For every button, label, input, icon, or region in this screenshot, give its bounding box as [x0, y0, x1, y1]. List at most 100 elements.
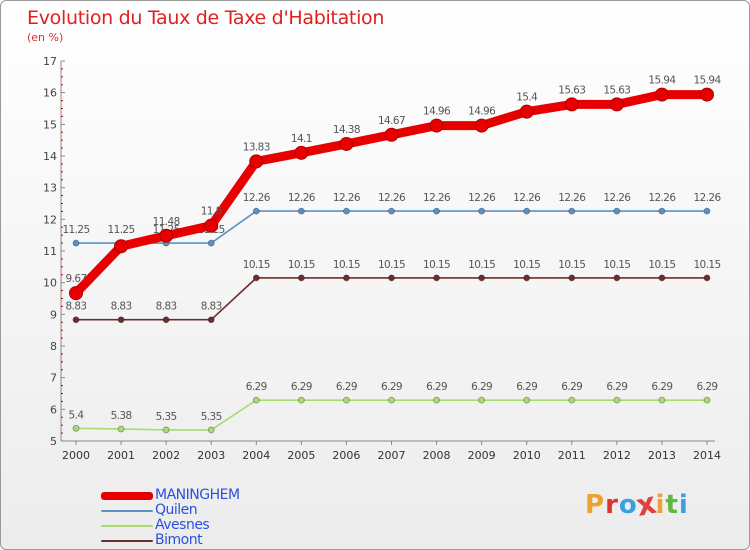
data-point-quilen	[433, 207, 440, 215]
data-label-avesnes: 5.38	[111, 410, 132, 422]
data-label-quilen: 12.26	[468, 192, 496, 204]
data-label-quilen: 12.26	[558, 192, 586, 204]
data-point-maninghem	[654, 87, 669, 102]
data-label-bimont: 10.15	[513, 259, 540, 271]
data-label-bimont: 10.15	[333, 259, 360, 271]
data-point-quilen	[388, 207, 395, 215]
legend-swatch-bimont	[101, 539, 153, 542]
legend-label-maninghem: MANINGHEM	[155, 487, 240, 503]
legend-label-avesnes: Avesnes	[155, 517, 210, 533]
logo-letter: r	[605, 490, 619, 520]
x-tick-label: 2004	[242, 449, 270, 462]
logo-letter: P	[585, 490, 606, 520]
data-point-bimont	[162, 316, 170, 324]
data-label-bimont: 10.15	[468, 259, 495, 271]
data-label-maninghem: 13.83	[243, 141, 270, 153]
data-point-quilen	[72, 239, 80, 247]
data-point-bimont	[343, 274, 350, 282]
data-point-avesnes	[523, 396, 531, 404]
data-label-avesnes: 6.29	[651, 381, 672, 393]
data-point-avesnes	[433, 396, 440, 404]
data-point-avesnes	[478, 396, 486, 404]
logo-letter: i	[655, 490, 666, 520]
data-label-avesnes: 6.29	[336, 381, 357, 393]
y-tick-label: 12	[43, 213, 57, 226]
legend-swatch-avesnes	[101, 524, 153, 527]
data-point-maninghem	[204, 218, 219, 233]
data-label-maninghem: 15.94	[648, 75, 676, 87]
data-label-avesnes: 6.29	[516, 381, 537, 393]
y-tick-label: 13	[43, 182, 57, 195]
y-tick-label: 6	[50, 403, 57, 416]
data-point-quilen	[658, 207, 666, 215]
y-tick-label: 11	[43, 245, 57, 258]
x-tick-label: 2014	[693, 449, 721, 462]
data-label-quilen: 12.26	[378, 192, 406, 204]
data-point-avesnes	[703, 396, 711, 404]
data-label-bimont: 10.15	[558, 259, 585, 271]
legend-item-maninghem: MANINGHEM	[101, 488, 240, 503]
data-point-avesnes	[297, 396, 305, 404]
data-point-bimont	[297, 274, 305, 282]
data-point-quilen	[207, 239, 215, 247]
y-tick-label: 15	[43, 118, 57, 131]
data-label-avesnes: 6.29	[246, 381, 267, 393]
data-label-avesnes: 6.29	[606, 381, 627, 393]
data-point-bimont	[568, 274, 576, 282]
data-point-avesnes	[207, 426, 215, 434]
data-label-quilen: 12.26	[513, 192, 541, 204]
y-tick-label: 8	[50, 340, 57, 353]
data-label-avesnes: 5.35	[156, 411, 177, 423]
legend-label-quilen: Quilen	[155, 502, 198, 518]
chart-legend: MANINGHEM Quilen Avesnes Bimont	[101, 488, 240, 548]
legend-item-quilen: Quilen	[101, 503, 240, 518]
legend-swatch-quilen	[101, 509, 153, 512]
data-label-maninghem: 14.1	[291, 133, 312, 145]
data-label-maninghem: 15.94	[693, 75, 721, 87]
data-point-maninghem	[69, 286, 83, 301]
data-label-quilen: 12.26	[288, 192, 316, 204]
data-point-maninghem	[294, 145, 309, 160]
data-point-maninghem	[114, 239, 129, 254]
data-label-quilen: 11.25	[62, 224, 89, 236]
y-tick-label: 9	[50, 308, 57, 321]
data-point-maninghem	[339, 136, 354, 151]
data-label-quilen: 11.25	[108, 224, 135, 236]
data-point-avesnes	[162, 426, 170, 434]
data-label-bimont: 10.15	[378, 259, 405, 271]
data-point-bimont	[703, 274, 711, 282]
data-label-bimont: 8.83	[111, 301, 132, 313]
series-line-bimont	[75, 277, 708, 321]
data-label-avesnes: 6.29	[381, 381, 402, 393]
data-label-maninghem: 14.67	[378, 115, 405, 127]
data-label-avesnes: 5.4	[69, 409, 85, 421]
x-tick-label: 2003	[197, 449, 225, 462]
y-tick-label: 10	[43, 277, 57, 290]
data-point-bimont	[478, 274, 486, 282]
data-point-avesnes	[117, 425, 125, 433]
y-tick-label: 14	[43, 150, 57, 163]
data-point-avesnes	[72, 424, 80, 432]
data-point-maninghem	[700, 87, 714, 102]
data-point-quilen	[703, 207, 711, 215]
data-point-quilen	[343, 207, 350, 215]
y-tick-label: 5	[50, 435, 57, 448]
data-point-maninghem	[519, 104, 534, 119]
data-label-bimont: 10.15	[693, 259, 720, 271]
data-point-maninghem	[249, 154, 264, 169]
x-tick-label: 2012	[603, 449, 631, 462]
legend-item-avesnes: Avesnes	[101, 518, 240, 533]
x-tick-label: 2013	[648, 449, 676, 462]
logo-letter: o	[618, 490, 638, 520]
data-label-maninghem: 14.38	[333, 124, 360, 136]
y-tick-label: 7	[50, 372, 57, 385]
data-point-maninghem	[159, 228, 174, 243]
data-label-maninghem: 9.67	[66, 273, 87, 285]
data-point-maninghem	[564, 97, 579, 112]
data-label-avesnes: 6.29	[471, 381, 492, 393]
legend-item-bimont: Bimont	[101, 533, 240, 548]
x-tick-label: 2011	[558, 449, 586, 462]
data-label-avesnes: 6.29	[697, 381, 718, 393]
data-label-quilen: 12.26	[648, 192, 676, 204]
